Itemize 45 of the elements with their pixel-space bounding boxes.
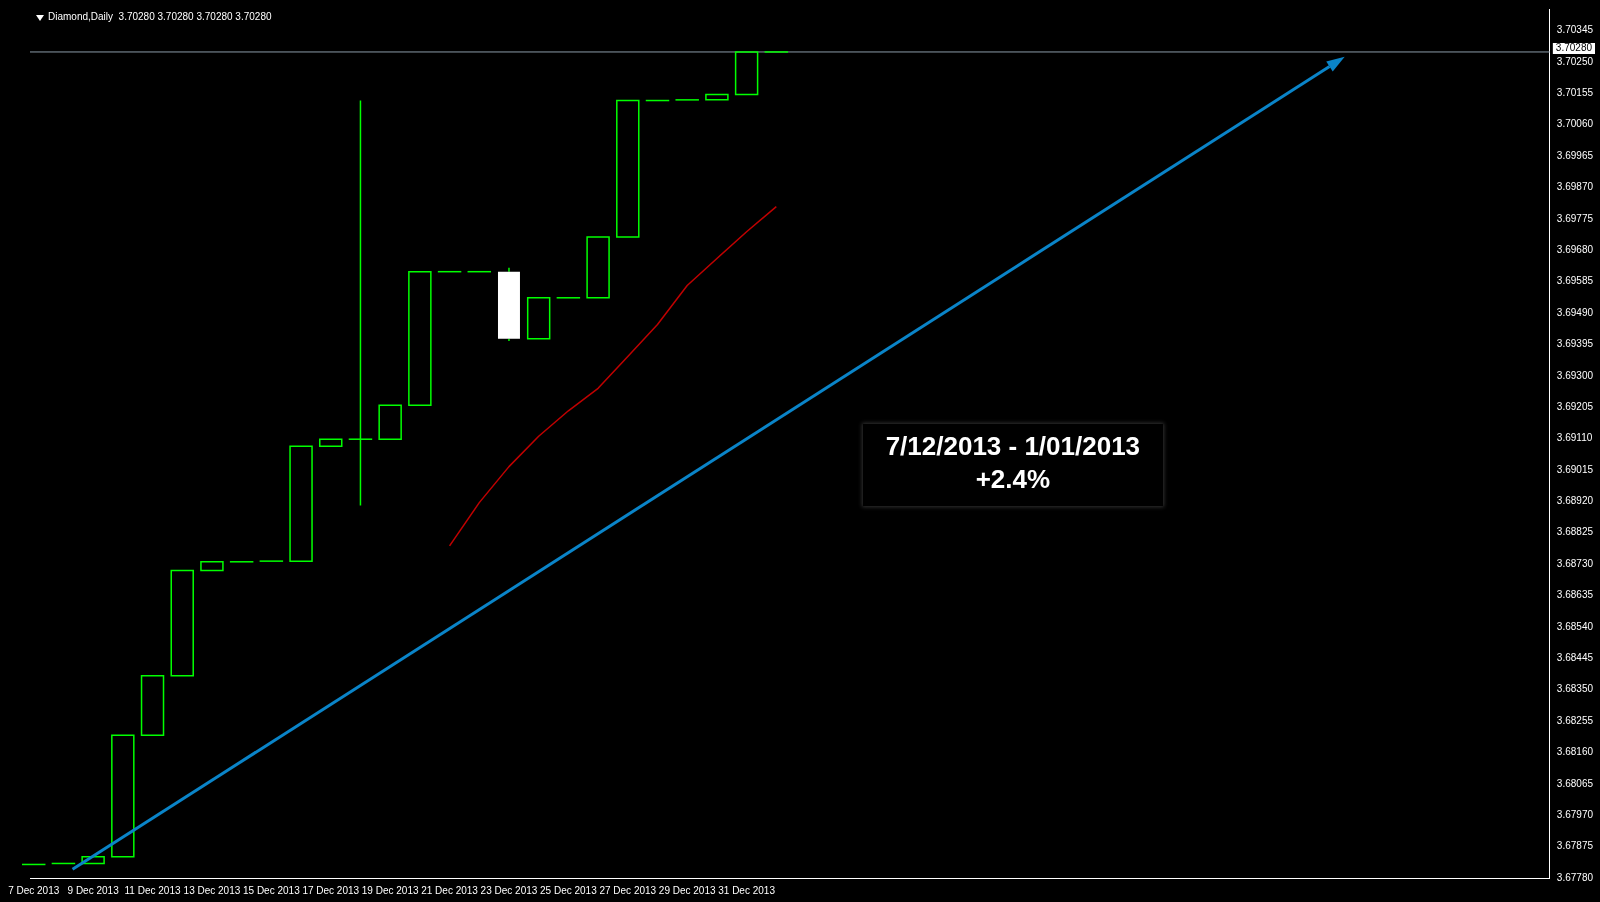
x-tick-label: 13 Dec 2013: [183, 884, 241, 896]
x-tick-label: 27 Dec 2013: [599, 884, 657, 896]
x-tick-label: 31 Dec 2013: [718, 884, 776, 896]
chart-title: Diamond,Daily 3.70280 3.70280 3.70280 3.70280: [48, 10, 272, 22]
y-tick-label: 3.68445: [1556, 652, 1594, 664]
ref-line-label: 3.70280: [1555, 42, 1593, 54]
y-tick-label: 3.68255: [1556, 714, 1594, 726]
y-tick-label: 3.70250: [1556, 55, 1594, 67]
y-tick-label: 3.68635: [1556, 589, 1594, 601]
y-tick-label: 3.69205: [1556, 400, 1594, 412]
y-tick-label: 3.67970: [1556, 808, 1594, 820]
y-tick-label: 3.69300: [1556, 369, 1594, 381]
y-tick-label: 3.67875: [1556, 840, 1594, 852]
y-tick-label: 3.68160: [1556, 746, 1594, 758]
x-tick-label: 29 Dec 2013: [658, 884, 716, 896]
y-tick-label: 3.67780: [1556, 871, 1594, 883]
x-tick-label: 7 Dec 2013: [8, 884, 60, 896]
y-tick-label: 3.69395: [1556, 338, 1594, 350]
x-tick-label: 9 Dec 2013: [67, 884, 120, 896]
annotation: +2.4%: [974, 463, 1052, 497]
y-tick-label: 3.70155: [1556, 87, 1594, 99]
y-tick-label: 3.69775: [1556, 212, 1594, 224]
y-tick-label: 3.69965: [1556, 149, 1594, 161]
x-tick-label: 19 Dec 2013: [361, 884, 419, 896]
x-tick-label: 21 Dec 2013: [421, 884, 479, 896]
x-tick-label: 17 Dec 2013: [302, 884, 360, 896]
x-tick-label: 15 Dec 2013: [242, 884, 301, 896]
y-tick-label: 3.69680: [1556, 243, 1594, 255]
y-tick-label: 3.70345: [1556, 24, 1594, 36]
y-tick-label: 3.69490: [1556, 306, 1594, 318]
x-tick-label: 11 Dec 2013: [124, 884, 181, 896]
y-tick-label: 3.68825: [1556, 526, 1594, 538]
x-tick-label: 25 Dec 2013: [540, 884, 598, 896]
y-tick-label: 3.68730: [1556, 557, 1594, 569]
y-tick-label: 3.68540: [1556, 620, 1594, 632]
y-tick-label: 3.68920: [1556, 495, 1594, 507]
y-tick-label: 3.69110: [1556, 432, 1593, 444]
y-tick-label: 3.69585: [1556, 275, 1594, 287]
x-tick-label: 23 Dec 2013: [480, 884, 538, 896]
y-tick-label: 3.69015: [1556, 463, 1594, 475]
annotation: 7/12/2013 - 1/01/2013: [884, 430, 1142, 464]
y-tick-label: 3.68350: [1556, 683, 1594, 695]
y-tick-label: 3.70060: [1556, 118, 1594, 130]
y-tick-label: 3.68065: [1556, 777, 1594, 789]
y-tick-label: 3.69870: [1556, 181, 1594, 193]
